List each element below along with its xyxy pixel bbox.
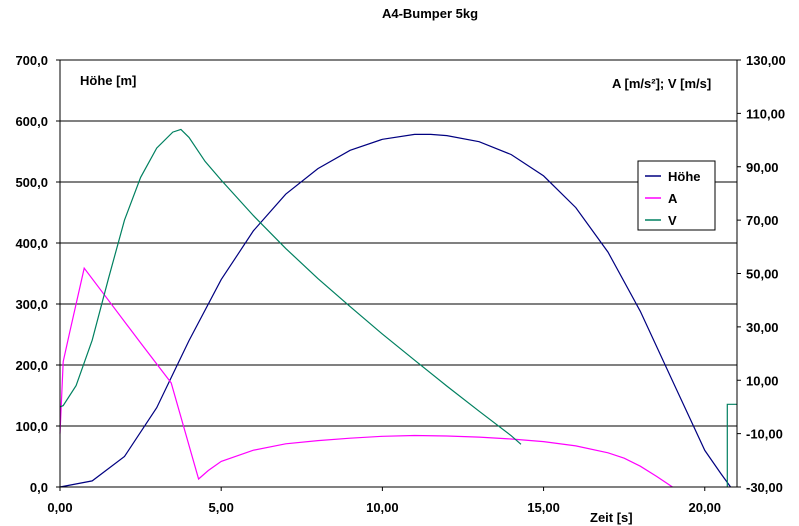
y-axis-right-label: A [m/s²]; V [m/s] (612, 76, 711, 91)
left-tick-label: 100,0 (15, 419, 48, 434)
x-tick-label: 20,00 (688, 500, 721, 515)
right-tick-label: 90,00 (746, 160, 779, 175)
x-axis-tick-labels: 0,00 5,00 10,00 15,00 20,00 (47, 500, 721, 515)
legend-label: Höhe (668, 169, 701, 184)
right-tick-label: 10,00 (746, 373, 779, 388)
left-tick-label: 600,0 (15, 114, 48, 129)
left-tick-label: 400,0 (15, 236, 48, 251)
left-tick-label: 500,0 (15, 175, 48, 190)
right-tick-label: 130,00 (746, 53, 786, 68)
right-tick-label: -10,00 (746, 427, 783, 442)
grid-lines (60, 59, 737, 427)
left-axis-tick-labels: 0,0 100,0 200,0 300,0 400,0 500,0 600,0 700,0 (15, 53, 48, 495)
x-tick-label: 5,00 (209, 500, 234, 515)
x-tick-label: 0,00 (47, 500, 72, 515)
left-tick-label: 300,0 (15, 297, 48, 312)
series-line-v (59, 128, 522, 445)
right-tick-label: 110,00 (746, 106, 785, 121)
legend-label: V (668, 213, 677, 228)
series-lines (59, 128, 737, 488)
right-tick-label: -30,00 (746, 480, 783, 495)
left-tick-label: 200,0 (15, 358, 48, 373)
x-tick-label: 15,00 (527, 500, 560, 515)
left-tick-label: 0,0 (30, 480, 48, 495)
legend-label: A (668, 191, 678, 206)
series-line-v-tail-3 (726, 403, 737, 487)
series-line-a (59, 266, 673, 488)
axes (56, 59, 741, 491)
legend-box (637, 160, 716, 231)
right-axis-tick-labels: -30,00 -10,00 10,00 30,00 50,00 70,00 90,00 110… (746, 53, 786, 495)
x-tick-label: 10,00 (366, 500, 399, 515)
chart-title: A4-Bumper 5kg (382, 6, 478, 21)
right-tick-label: 70,00 (746, 213, 779, 228)
right-tick-label: 50,00 (746, 267, 779, 282)
legend: Höhe AV (637, 160, 716, 231)
series-line-h-he (59, 133, 732, 488)
y-axis-left-label: Höhe [m] (80, 73, 136, 88)
left-tick-label: 700,0 (15, 53, 48, 68)
x-axis-label: Zeit [s] (590, 510, 633, 525)
right-tick-label: 30,00 (746, 320, 779, 335)
